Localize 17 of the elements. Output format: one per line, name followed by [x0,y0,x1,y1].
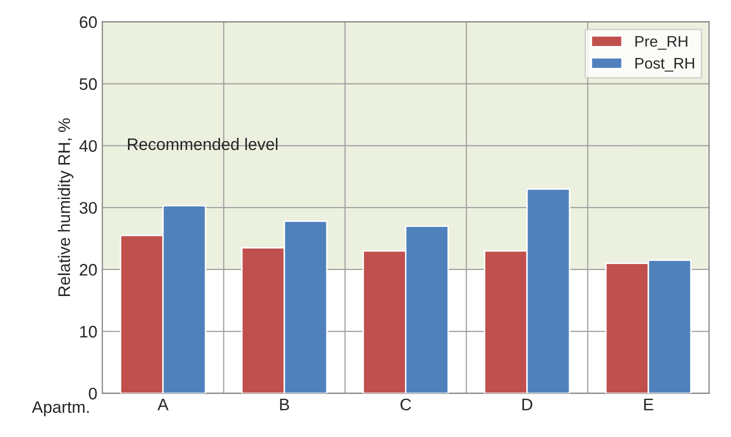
y-tick-label: 50 [80,78,97,90]
x-tick-label: D [522,398,532,410]
y-tick-label: 30 [80,202,97,214]
y-tick-label: 20 [80,264,97,276]
legend-label: Pre_RH [635,36,688,50]
y-tick-label: 40 [79,140,97,152]
x-tick-label: E [644,398,654,410]
y-tick-label: 0 [88,388,97,400]
x-tick-label: A [157,398,169,410]
y-axis-title: Relative humidity RH, % [58,118,74,296]
x-axis-title: Apartm. [32,401,89,416]
x-tick-label: B [280,398,290,410]
y-tick-label: 10 [80,326,97,338]
legend-label: Post_RH [635,58,694,72]
band-label: Recommended level [128,138,278,150]
x-tick-label: C [400,398,412,410]
y-tick-label: 60 [80,16,97,28]
